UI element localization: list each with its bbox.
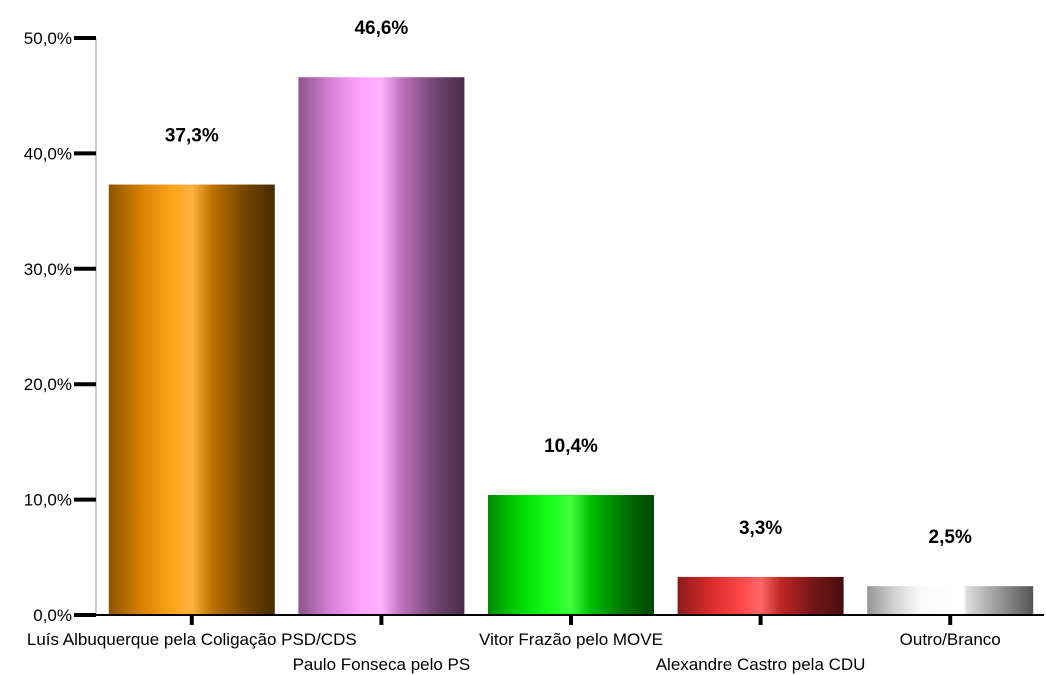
bar-1 — [108, 184, 275, 616]
y-tick-label-3: 30,0% — [24, 260, 72, 279]
category-label-4: Alexandre Castro pela CDU — [656, 655, 866, 674]
value-label-1: 37,3% — [165, 126, 219, 147]
value-label-3: 10,4% — [544, 436, 598, 457]
bars — [108, 77, 1034, 616]
category-label-5: Outro/Branco — [900, 630, 1001, 649]
y-tick-label-4: 40,0% — [24, 144, 72, 163]
y-tick-label-0: 0,0% — [33, 606, 72, 625]
axes — [74, 36, 1044, 625]
y-tick-label-2: 20,0% — [24, 375, 72, 394]
value-label-5: 2,5% — [929, 527, 972, 548]
labels: 37,3% Luís Albuquerque pela Coligação PSD… — [24, 18, 1001, 674]
category-label-1: Luís Albuquerque pela Coligação PSD/CDS — [27, 630, 357, 649]
y-tick-label-5: 50,0% — [24, 29, 72, 48]
bar-3 — [488, 494, 654, 615]
value-label-2: 46,6% — [354, 18, 408, 39]
value-label-4: 3,3% — [739, 518, 782, 539]
bar-2 — [298, 77, 465, 615]
y-tick-label-1: 10,0% — [24, 491, 72, 510]
category-label-3: Vitor Frazão pelo MOVE — [479, 630, 663, 649]
bar-5 — [867, 586, 1034, 615]
category-label-2: Paulo Fonseca pelo PS — [293, 655, 471, 674]
bar-4 — [677, 576, 844, 615]
